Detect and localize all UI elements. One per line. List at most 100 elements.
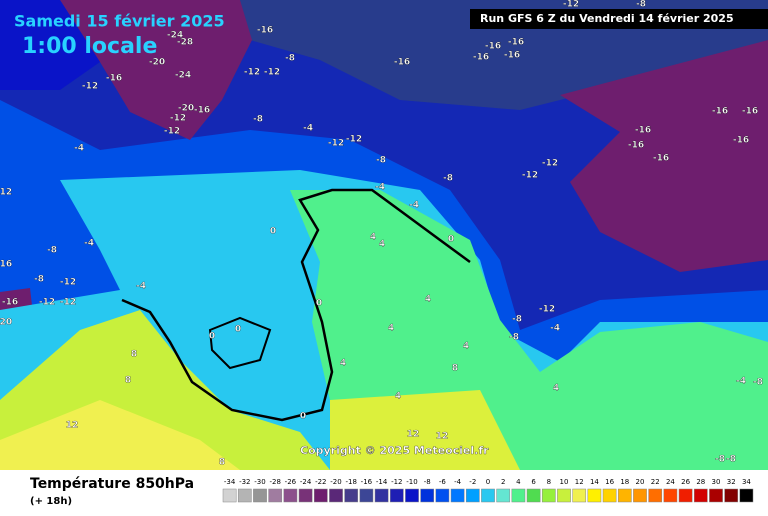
legend-swatch [389, 488, 404, 503]
legend-label: -6 [439, 478, 447, 486]
run-box [470, 9, 768, 29]
contour-label: -12 [60, 298, 76, 308]
legend-swatch [283, 488, 298, 503]
legend-swatch [617, 488, 632, 503]
contour-label: -12 [522, 171, 538, 181]
contour-label: 4 [463, 342, 469, 352]
contour-label: -12 [164, 127, 180, 137]
contour-label: -8 [753, 378, 763, 388]
contour-label: -12 [328, 139, 344, 149]
contour-label: 0 [209, 332, 215, 342]
legend-label: 24 [666, 478, 675, 486]
contour-label: 12 [436, 432, 449, 442]
contour-label: -12 [563, 0, 579, 10]
legend-label: 20 [636, 478, 645, 486]
contour-label: -20 [0, 318, 12, 328]
contour-label: -16 [485, 42, 501, 52]
legend-swatch [602, 488, 617, 503]
arctic-blue [0, 0, 100, 90]
legend-label: -10 [406, 478, 417, 486]
contour-label: -16 [504, 51, 520, 61]
contour-label: -20 [149, 58, 165, 68]
run-info: Run GFS 6 Z du Vendredi 14 février 2025 [480, 12, 734, 25]
legend-swatch [481, 488, 495, 503]
footer-lead: (+ 18h) [30, 496, 72, 507]
warmer-south [330, 390, 520, 470]
contour-label: -8 [253, 115, 263, 125]
legend-swatch [724, 488, 739, 503]
isotherm-island [208, 316, 272, 370]
contour-label: -4 [74, 144, 84, 154]
contour-label: -16 [2, 298, 18, 308]
contour-label: -16 [106, 74, 122, 84]
legend-swatch [526, 488, 541, 503]
contour-label: -12 [170, 114, 186, 124]
legend-label: 4 [516, 478, 521, 486]
contour-label: 8 [219, 458, 225, 468]
legend-swatch [709, 488, 723, 503]
legend-swatch [739, 488, 754, 503]
legend-label: 22 [651, 478, 660, 486]
legend-swatch [496, 488, 511, 503]
contour-label: -4 [736, 377, 746, 387]
contour-label: 4 [388, 324, 394, 334]
legend-swatch [344, 488, 359, 503]
contour-label: -20 [178, 104, 194, 114]
legend-swatch [648, 488, 663, 503]
contour-label: -8 [726, 455, 736, 465]
contour-label: -16 [733, 136, 749, 146]
legend-label: -18 [345, 478, 356, 486]
forecast-time: 1:00 locale [22, 34, 157, 59]
legend-label: 8 [547, 478, 551, 486]
legend-swatch [435, 488, 450, 503]
contour-label: 4 [379, 240, 385, 250]
contour-label: -16 [635, 126, 651, 136]
contour-label: -16 [194, 106, 210, 116]
contour-label: -8 [512, 315, 522, 325]
contour-label: -4 [136, 282, 146, 292]
legend-swatch [359, 488, 374, 503]
contour-label: -8 [715, 455, 725, 465]
contour-label: -28 [177, 38, 193, 48]
legend-label: 28 [696, 478, 705, 486]
warmest-region [0, 400, 240, 470]
contour-label: -4 [409, 201, 419, 211]
legend-swatch [678, 488, 693, 503]
legend-label: 26 [681, 478, 690, 486]
contour-label: -16 [473, 53, 489, 63]
legend-label: 18 [620, 478, 629, 486]
contour-label: 0 [235, 325, 241, 335]
legend-label: -34 [224, 478, 236, 486]
contour-label: 12 [66, 421, 79, 431]
legend-label: 30 [712, 478, 721, 486]
contour-label: 0 [316, 299, 322, 309]
legend-label: 6 [531, 478, 536, 486]
legend-label: 12 [575, 478, 584, 486]
zero-isotherm [121, 188, 471, 422]
legend-label: 2 [501, 478, 505, 486]
contour-label: -16 [394, 58, 410, 68]
contour-label: -4 [550, 324, 560, 334]
contour-label: -8 [285, 54, 295, 64]
contour-label: -12 [539, 305, 555, 315]
contour-label: -16 [257, 26, 273, 36]
contour-label: -12 [39, 298, 55, 308]
legend-label: -14 [376, 478, 388, 486]
legend-swatch [268, 488, 283, 503]
contour-label: -4 [375, 183, 385, 193]
contour-label: 4 [553, 384, 559, 394]
legend-swatch [572, 488, 587, 503]
contour-label: 4 [425, 295, 431, 305]
legend-label: -12 [391, 478, 402, 486]
legend-swatch [511, 488, 526, 503]
contour-label: -24 [167, 31, 183, 41]
contour-label: 8 [125, 376, 131, 386]
contour-label: -16 [653, 154, 669, 164]
legend-swatch [222, 488, 237, 503]
contour-label: -12 [82, 82, 98, 92]
greenland-cold [60, 0, 252, 140]
contour-label: -16 [628, 141, 644, 151]
legend-swatch [557, 488, 571, 503]
legend-label: -2 [469, 478, 476, 486]
legend-swatch [450, 488, 465, 503]
